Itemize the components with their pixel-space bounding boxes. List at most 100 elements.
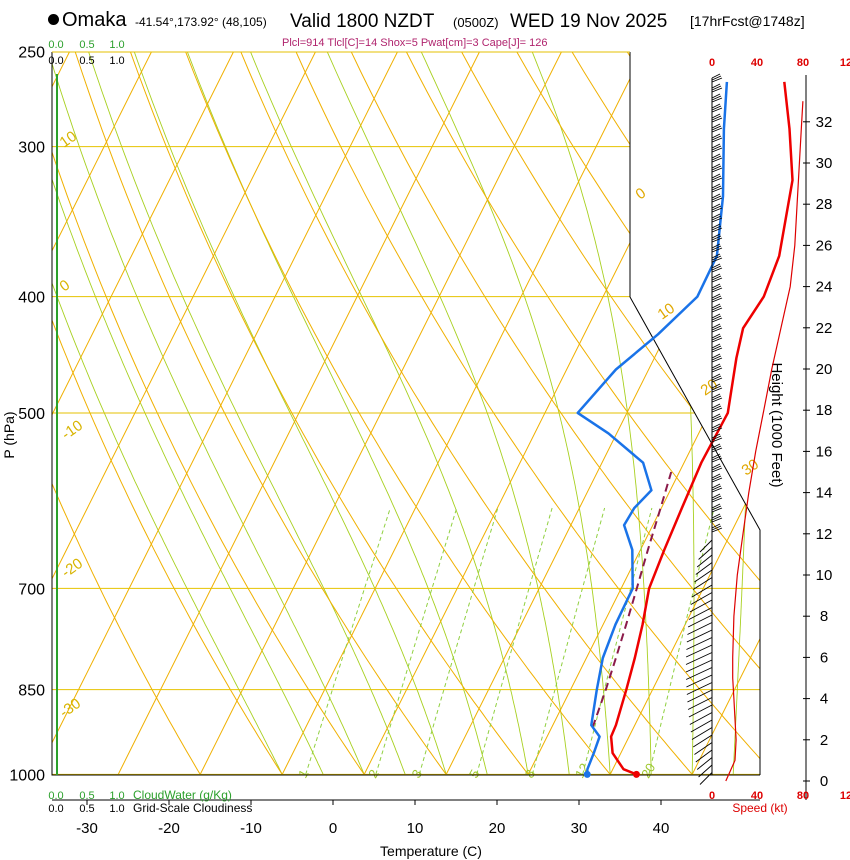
cloud-top-label-a-1: 0.5 bbox=[79, 39, 94, 51]
wind-barb-lower bbox=[686, 637, 713, 650]
wind-barb-upper bbox=[711, 303, 723, 313]
p-tick-label-250: 250 bbox=[18, 45, 45, 62]
wind-barb-upper bbox=[711, 343, 723, 353]
moist-adiabat-8 bbox=[420, 52, 611, 775]
height-tick-label-20: 20 bbox=[816, 361, 833, 378]
isotherm-label-3: -20 bbox=[59, 555, 87, 581]
wind-barb-lower bbox=[685, 652, 713, 665]
isotherm-label-5: 0 bbox=[633, 185, 650, 204]
cloud-top-label-a-0: 0.0 bbox=[48, 39, 63, 51]
wind-barb-lower bbox=[687, 622, 713, 635]
speed-top-label-2: 80 bbox=[797, 57, 809, 69]
temperature-trace bbox=[609, 81, 794, 776]
wind-barb-upper bbox=[711, 423, 723, 433]
cloudiness-label: Grid-Scale Cloudiness bbox=[133, 801, 252, 815]
wind-barb-upper bbox=[711, 483, 723, 493]
wind-barb-upper bbox=[711, 163, 723, 173]
wind-barb-upper bbox=[711, 183, 723, 193]
panel-boundary bbox=[629, 52, 761, 775]
wind-barb-upper bbox=[711, 103, 723, 113]
wind-barb-upper bbox=[711, 223, 723, 233]
isotherm--80 bbox=[52, 52, 163, 775]
wind-barb-upper bbox=[711, 433, 723, 443]
mixing-ratio-line-3 bbox=[418, 507, 499, 775]
wind-barb-upper bbox=[711, 83, 723, 93]
wind-barb-upper bbox=[711, 193, 723, 203]
dry-adiabat-120 bbox=[736, 52, 760, 775]
wind-barb-upper bbox=[711, 233, 723, 243]
p-tick-label-850: 850 bbox=[18, 683, 45, 700]
wind-barb-upper bbox=[711, 143, 723, 153]
wind-barb-lower bbox=[696, 554, 713, 568]
dry-adiabat-50 bbox=[350, 52, 760, 775]
wind-barb-upper bbox=[711, 403, 723, 413]
wind-barb-lower bbox=[689, 712, 713, 725]
wind-barb-upper bbox=[711, 243, 723, 253]
isotherm-label-7: 20 bbox=[698, 376, 721, 399]
height-tick-label-30: 30 bbox=[816, 155, 833, 172]
cloud-top-label-b-2: 1.0 bbox=[109, 55, 124, 67]
cloud-top-label-b-0: 0.0 bbox=[48, 55, 63, 67]
wind-barb-lower bbox=[699, 539, 713, 553]
dry-adiabat-90 bbox=[571, 52, 760, 775]
cloud-top-label-a-2: 1.0 bbox=[109, 39, 124, 51]
cloud-bottom-label-b-0: 0.0 bbox=[48, 803, 63, 815]
wind-barb-upper bbox=[711, 323, 723, 333]
wind-barb-upper bbox=[711, 73, 723, 83]
wind-barb-upper bbox=[711, 253, 723, 263]
mixing-ratio-label-20: 20 bbox=[638, 761, 658, 781]
wind-barb-lower bbox=[685, 667, 713, 680]
mixing-ratio-line-2 bbox=[375, 507, 458, 775]
isotherm-label-8: 30 bbox=[739, 456, 762, 479]
height-tick-label-18: 18 bbox=[816, 402, 833, 419]
station-marker-icon bbox=[48, 14, 59, 25]
wind-speed-profile bbox=[725, 101, 804, 782]
wind-barb-upper bbox=[711, 293, 723, 303]
dry-adiabat--20 bbox=[52, 52, 300, 775]
wind-barb-lower bbox=[687, 614, 713, 628]
x-tick-label-0: 0 bbox=[329, 820, 337, 837]
wind-barb-lower bbox=[687, 689, 713, 703]
wind-barb-upper bbox=[711, 413, 723, 423]
height-tick-label-28: 28 bbox=[816, 196, 833, 213]
dry-adiabat-0 bbox=[74, 52, 466, 775]
wind-barb-upper bbox=[711, 353, 723, 363]
dry-adiabat-10 bbox=[129, 52, 549, 775]
wind-barb-lower bbox=[695, 562, 713, 575]
wind-barb-upper bbox=[711, 123, 723, 133]
isotherm-30 bbox=[679, 52, 760, 775]
wind-barb-lower bbox=[695, 749, 713, 763]
wind-barb-lower bbox=[692, 734, 713, 748]
height-tick-label-16: 16 bbox=[816, 443, 833, 460]
y-axis-label: P (hPa) bbox=[1, 411, 17, 458]
x-tick-label-40: 40 bbox=[653, 820, 670, 837]
mixing-ratio-line-20 bbox=[648, 507, 715, 775]
speed-bottom-label-3: 12 bbox=[840, 790, 850, 802]
speed-top-label-1: 40 bbox=[751, 57, 763, 69]
plot-frame bbox=[51, 52, 760, 776]
wind-barb-lower bbox=[690, 592, 713, 605]
dry-adiabat--30 bbox=[52, 52, 216, 775]
moist-adiabat-5 bbox=[186, 52, 488, 775]
wind-barb-upper bbox=[711, 333, 723, 343]
isotherm--20 bbox=[269, 52, 655, 775]
cloud-bottom-label-a-2: 1.0 bbox=[109, 790, 124, 802]
mixing-ratio-label-8: 8 bbox=[522, 767, 539, 781]
wind-barb-upper bbox=[711, 393, 723, 403]
wind-barb-lower bbox=[686, 629, 713, 643]
wind-barb-lower bbox=[690, 719, 713, 733]
x-tick-label--30: -30 bbox=[76, 820, 98, 837]
wind-barb-lower bbox=[691, 584, 713, 598]
moist-adiabat-1 bbox=[52, 52, 324, 775]
dewpoint-trace bbox=[576, 81, 729, 775]
dry-adiabat-40 bbox=[295, 52, 760, 775]
wind-barb-upper bbox=[711, 463, 723, 473]
wind-barb-lower bbox=[698, 547, 713, 560]
station-name: Omaka bbox=[62, 9, 127, 31]
moist-adiabat-7 bbox=[326, 52, 570, 775]
wind-barb-lower bbox=[698, 764, 713, 778]
x-tick-label-30: 30 bbox=[571, 820, 588, 837]
dry-adiabat--10 bbox=[52, 52, 383, 775]
isotherm--10 bbox=[351, 52, 737, 775]
